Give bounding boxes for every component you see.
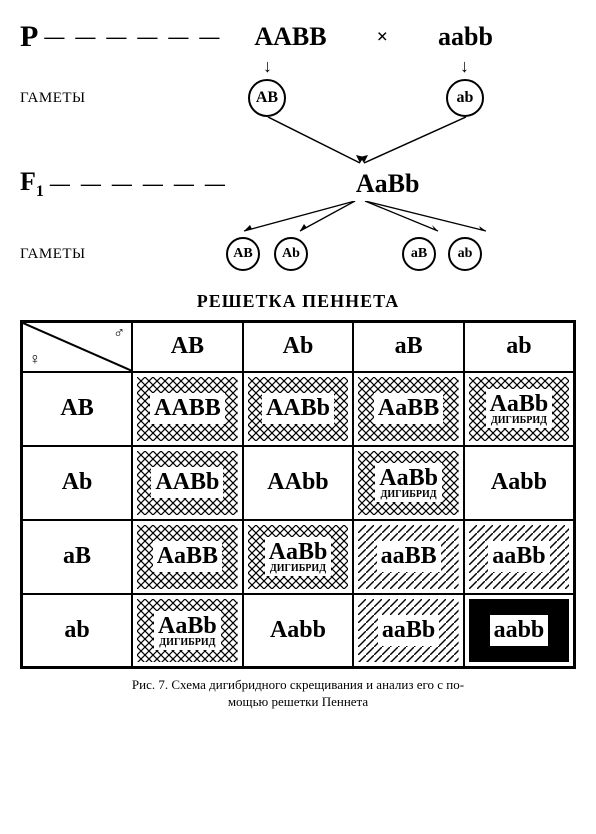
col-header: AB	[132, 322, 243, 372]
punnett-cell: AABb	[243, 372, 354, 446]
corner-cell: ♂ ♀	[22, 322, 133, 372]
genotype-text: AaBB	[153, 541, 222, 572]
col-header-text: aB	[395, 333, 423, 359]
figure-caption: Рис. 7. Схема дигибридного скрещивания и…	[20, 677, 576, 711]
dihybrid-label: ДИГИБРИД	[158, 638, 217, 648]
p-gamete-1: AB	[248, 79, 286, 117]
f1-letter: F	[20, 167, 36, 196]
genotype-text: AABb	[151, 467, 223, 498]
f1-to-gametes-lines	[20, 201, 580, 235]
f1-gametes-row: ГАМЕТЫ AB Ab aB ab	[20, 237, 576, 271]
caption-line: мощью решетки Пеннета	[228, 694, 368, 709]
female-symbol-icon: ♀	[29, 351, 41, 369]
genotype-text: aaBb	[378, 615, 439, 646]
genotype-text: AAbb	[263, 467, 332, 498]
row-header: aB	[22, 520, 133, 594]
table-row: ab AaBbДИГИБРИД Aabb aaBb aabb	[22, 594, 575, 668]
caption-line: Рис. 7. Схема дигибридного скрещивания и…	[132, 677, 464, 692]
col-header: Ab	[243, 322, 354, 372]
table-row: aB AaBB AaBbДИГИБРИД aaBB aaBb	[22, 520, 575, 594]
genotype-text: AABB	[150, 393, 225, 424]
row-header: AB	[22, 372, 133, 446]
f1-dashes: — — — — — —	[50, 173, 228, 196]
genotype-text: aaBb	[488, 541, 549, 572]
p-to-f1-lines	[20, 117, 580, 167]
p-gametes-row: ГАМЕТЫ AB ab	[20, 79, 576, 117]
p-arrow-row: ↓ ↓	[20, 56, 576, 77]
row-header-text: Ab	[62, 469, 93, 495]
f1-gamete: Ab	[274, 237, 308, 271]
f1-gamete: aB	[402, 237, 436, 271]
genotype-text: aabb	[490, 615, 549, 646]
punnett-cell: AaBbДИГИБРИД	[243, 520, 354, 594]
header-row: ♂ ♀ AB Ab aB ab	[22, 322, 575, 372]
dihybrid-label: ДИГИБРИД	[379, 490, 438, 500]
punnett-cell: AaBbДИГИБРИД	[353, 446, 464, 520]
punnett-cell: AaBB	[353, 372, 464, 446]
col-header: aB	[353, 322, 464, 372]
col-header-text: ab	[506, 333, 531, 359]
table-row: AB AABB AABb AaBB AaBbДИГИБРИД	[22, 372, 575, 446]
genotype-text: Aabb	[266, 615, 330, 646]
genotype-text: AABb	[262, 393, 334, 424]
genotype-text: AaBB	[374, 393, 443, 424]
gametes-label: ГАМЕТЫ	[20, 90, 100, 107]
genotype-text: AaBbДИГИБРИД	[265, 537, 332, 576]
punnett-cell: aabb	[464, 594, 575, 668]
f1-subscript: 1	[36, 183, 44, 200]
punnett-cell: aaBb	[353, 594, 464, 668]
gametes-label: ГАМЕТЫ	[20, 246, 100, 263]
parent1-genotype: AABB	[254, 22, 326, 52]
dihybrid-label: ДИГИБРИД	[490, 416, 549, 426]
col-header-text: Ab	[283, 333, 314, 359]
punnett-title: РЕШЕТКА ПЕННЕТА	[20, 291, 576, 312]
cross-symbol: ×	[377, 26, 388, 49]
p-generation-row: P — — — — — — AABB × aabb	[20, 20, 576, 54]
cross-diagram: P — — — — — — AABB × aabb ↓ ↓ ГАМЕТЫ AB …	[20, 20, 576, 271]
genotype-text: Aabb	[487, 467, 551, 498]
f1-genotype: AaBb	[356, 169, 420, 199]
genotype-text: AaBbДИГИБРИД	[154, 611, 221, 650]
col-header-text: AB	[171, 333, 204, 359]
row-header-text: aB	[63, 543, 91, 569]
parent2-genotype: aabb	[438, 22, 493, 52]
p-label: P	[20, 20, 38, 54]
f1-gamete: AB	[226, 237, 260, 271]
punnett-cell: AaBbДИГИБРИД	[464, 372, 575, 446]
arrow-down-icon: ↓	[460, 56, 469, 77]
f1-gamete: ab	[448, 237, 482, 271]
punnett-cell: AABb	[132, 446, 243, 520]
row-header-text: ab	[64, 617, 89, 643]
genotype-text: AaBbДИГИБРИД	[486, 389, 553, 428]
genotype-text: aaBB	[377, 541, 441, 572]
table-row: Ab AABb AAbb AaBbДИГИБРИД Aabb	[22, 446, 575, 520]
punnett-cell: aaBb	[464, 520, 575, 594]
male-symbol-icon: ♂	[113, 325, 125, 343]
f1-label: F1	[20, 167, 44, 201]
row-header: Ab	[22, 446, 133, 520]
p-gamete-2: ab	[446, 79, 484, 117]
row-header: ab	[22, 594, 133, 668]
punnett-square: ♂ ♀ AB Ab aB ab AB AABB AABb AaBB AaBbДИГИБР…	[20, 320, 576, 669]
col-header: ab	[464, 322, 575, 372]
punnett-cell: AaBbДИГИБРИД	[132, 594, 243, 668]
punnett-cell: Aabb	[464, 446, 575, 520]
punnett-cell: AaBB	[132, 520, 243, 594]
punnett-cell: aaBB	[353, 520, 464, 594]
p-dashes: — — — — — —	[44, 26, 222, 49]
arrow-down-icon: ↓	[263, 56, 272, 77]
genotype-text: AaBbДИГИБРИД	[375, 463, 442, 502]
punnett-cell: AAbb	[243, 446, 354, 520]
punnett-cell: AABB	[132, 372, 243, 446]
f1-generation-row: F1 — — — — — — AaBb	[20, 167, 576, 201]
dihybrid-label: ДИГИБРИД	[269, 564, 328, 574]
punnett-cell: Aabb	[243, 594, 354, 668]
row-header-text: AB	[60, 395, 93, 421]
